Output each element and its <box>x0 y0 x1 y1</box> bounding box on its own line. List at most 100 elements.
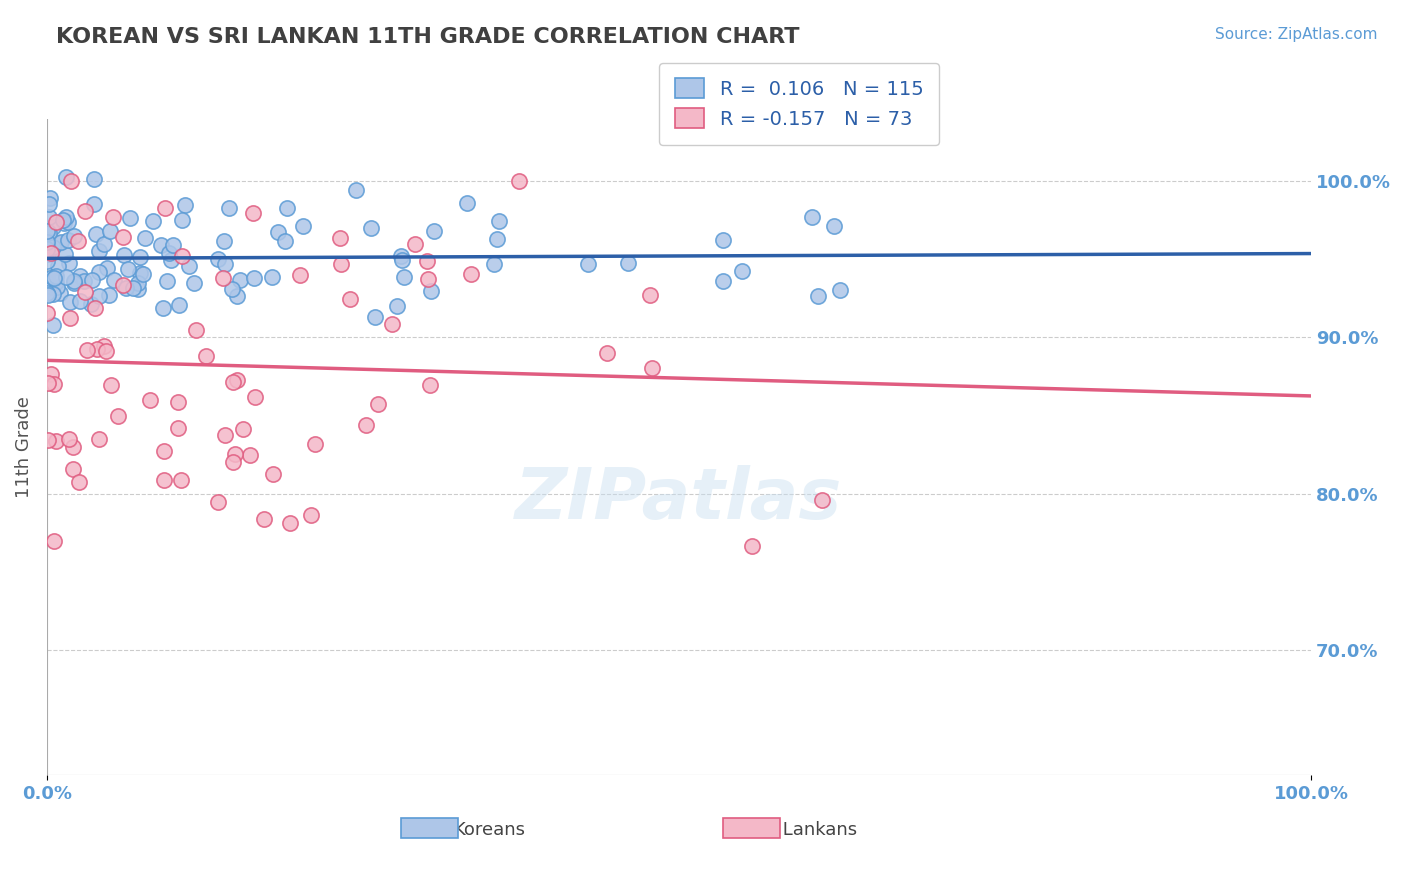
Point <box>142 214 165 228</box>
Point <box>392 270 415 285</box>
Point <box>83 197 105 211</box>
Point <box>76 343 98 357</box>
Point <box>97 288 120 302</box>
Point <box>824 219 846 234</box>
Point <box>212 234 235 248</box>
Point <box>576 256 599 270</box>
Point <box>41 280 63 294</box>
Point <box>177 259 200 273</box>
Point <box>416 254 439 268</box>
Point <box>488 213 510 227</box>
Point <box>38 196 60 211</box>
Point <box>242 205 264 219</box>
Point <box>387 299 409 313</box>
Point <box>229 273 252 287</box>
Point <box>93 339 115 353</box>
Point <box>37 434 59 448</box>
Point <box>221 281 243 295</box>
Point <box>828 284 851 298</box>
Point <box>122 280 145 294</box>
Point <box>58 432 80 446</box>
Point <box>508 174 530 188</box>
Point <box>86 342 108 356</box>
Text: Koreans: Koreans <box>453 822 526 839</box>
Point <box>48 236 70 251</box>
Point <box>486 232 509 246</box>
Point <box>222 376 245 390</box>
Text: KOREAN VS SRI LANKAN 11TH GRADE CORRELATION CHART: KOREAN VS SRI LANKAN 11TH GRADE CORRELAT… <box>56 27 800 46</box>
Point <box>37 235 59 250</box>
Point <box>39 367 62 381</box>
Point <box>89 432 111 446</box>
Point <box>226 289 249 303</box>
Point <box>67 475 90 490</box>
Point <box>44 271 66 285</box>
Point <box>101 210 124 224</box>
Point <box>37 247 59 261</box>
Point <box>62 440 84 454</box>
Point <box>62 461 84 475</box>
Point <box>75 285 97 300</box>
Point <box>404 236 426 251</box>
Point <box>214 427 236 442</box>
Point <box>596 346 619 360</box>
Point <box>170 213 193 227</box>
Point <box>616 256 638 270</box>
Point <box>55 169 77 184</box>
Point <box>456 196 478 211</box>
Point <box>304 437 326 451</box>
Point <box>391 253 413 268</box>
Point <box>73 274 96 288</box>
Point <box>183 276 205 290</box>
Point <box>112 248 135 262</box>
Point <box>98 224 121 238</box>
Point <box>41 220 63 235</box>
Point <box>37 272 59 286</box>
Point <box>58 256 80 270</box>
Point <box>45 275 67 289</box>
Point <box>160 253 183 268</box>
Point <box>419 285 441 299</box>
Point <box>288 268 311 282</box>
Point <box>262 467 284 482</box>
Point <box>262 269 284 284</box>
Point <box>37 376 59 391</box>
Point <box>73 203 96 218</box>
FancyBboxPatch shape <box>401 818 458 838</box>
Point <box>150 238 173 252</box>
Point <box>222 454 245 468</box>
Point <box>52 212 75 227</box>
Point <box>69 269 91 284</box>
Point <box>173 198 195 212</box>
Point <box>329 230 352 244</box>
Point <box>42 533 65 548</box>
Point <box>299 508 322 522</box>
Point <box>38 226 60 240</box>
Point <box>59 294 82 309</box>
Point <box>419 378 441 392</box>
Point <box>96 261 118 276</box>
Point <box>389 249 412 263</box>
Point <box>153 443 176 458</box>
Point <box>63 229 86 244</box>
Point <box>711 274 734 288</box>
Point <box>48 259 70 273</box>
Point <box>360 221 382 235</box>
Point <box>42 376 65 391</box>
Y-axis label: 11th Grade: 11th Grade <box>15 396 32 498</box>
Point <box>35 276 58 290</box>
Point <box>69 293 91 308</box>
Point <box>139 393 162 408</box>
Point <box>127 282 149 296</box>
Point <box>232 422 254 436</box>
Point <box>86 227 108 242</box>
Point <box>207 252 229 266</box>
Point <box>37 285 59 300</box>
Point <box>42 240 65 254</box>
Point <box>214 257 236 271</box>
Point <box>170 249 193 263</box>
Point <box>800 210 823 224</box>
Point <box>80 273 103 287</box>
Point <box>170 473 193 487</box>
Point <box>460 267 482 281</box>
